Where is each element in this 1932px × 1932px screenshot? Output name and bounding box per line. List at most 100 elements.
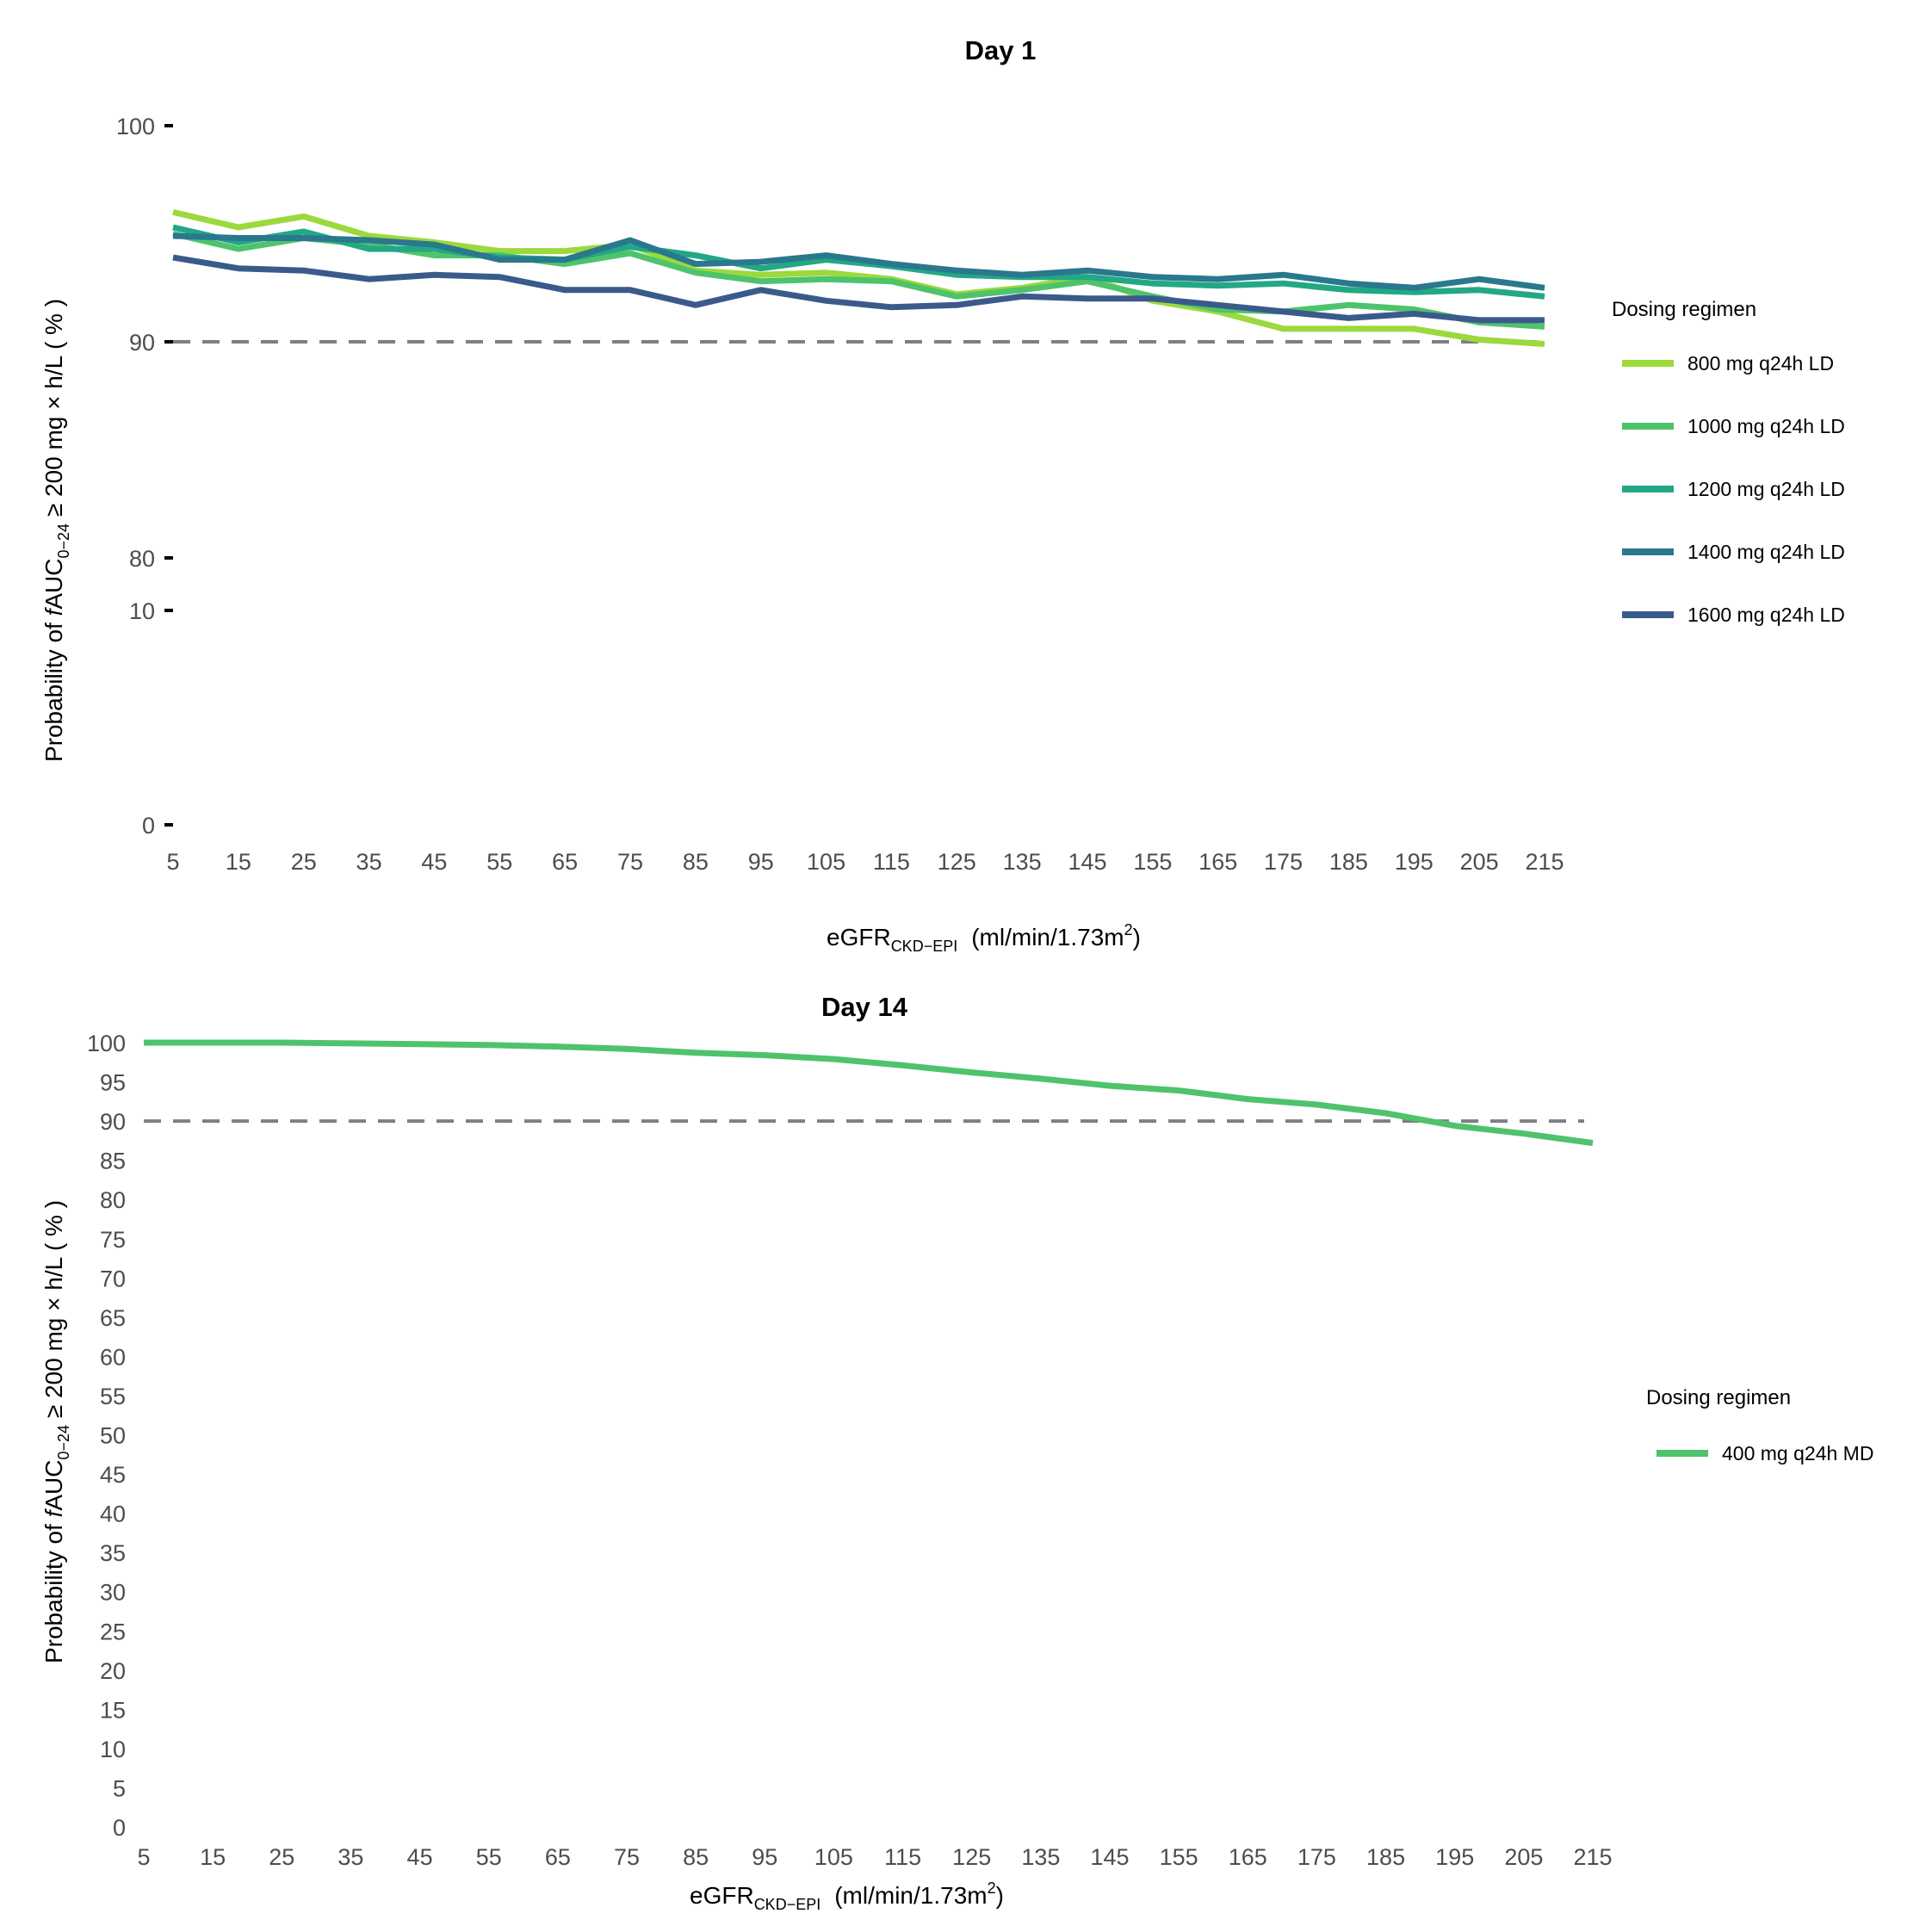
- panel-2-y-tick-label: 15: [100, 1697, 126, 1723]
- panel-2-xlabel-units: (ml/min/1.73m: [834, 1882, 987, 1909]
- panel-2-xlabel-sub: CKD−EPI: [754, 1896, 821, 1913]
- panel-2-x-tick-label: 5: [137, 1844, 150, 1870]
- panel-1-x-tick-label: 175: [1264, 849, 1303, 875]
- panel-1-series-lines: [172, 208, 1545, 347]
- panel-1-x-tick-label: 85: [683, 849, 709, 875]
- panel-1-x-axis: 5 15 25 35 45 55 65 75 85 95 105 115 125 135 145 155 165…: [166, 849, 1564, 875]
- panel-2-y-tick-label: 85: [100, 1149, 126, 1174]
- panel-2-y-tick-label: 65: [100, 1305, 126, 1331]
- panel-2-x-tick-label: 185: [1366, 1844, 1405, 1870]
- panel-2-y-tick-label: 25: [100, 1619, 126, 1644]
- panel-1-x-tick-label: 105: [807, 849, 845, 875]
- panel-2-x-tick-label: 205: [1504, 1844, 1543, 1870]
- panel-1-legend-label-5: 1600 mg q24h LD: [1687, 604, 1845, 626]
- panel-2-x-tick-label: 155: [1160, 1844, 1198, 1870]
- panel-2-x-tick-label: 65: [545, 1844, 571, 1870]
- panel-2-xlabel-close: ): [996, 1882, 1004, 1909]
- panel-2-xlabel-sup: 2: [988, 1879, 996, 1897]
- panel-1-x-tick-label: 185: [1329, 849, 1368, 875]
- panel-1-x-tick-label: 65: [552, 849, 578, 875]
- panel-2-x-axis-label: eGFRCKD−EPI (ml/min/1.73m2): [690, 1879, 1004, 1913]
- panel-2-y-axis: 0 5 10 15 20 25 30 35 40 45 50 55 60 65 70 75 80 85 90 95 10…: [87, 1031, 126, 1841]
- panel-2-y-tick-label: 80: [100, 1187, 126, 1213]
- panel-1-xlabel-close: ): [1133, 924, 1141, 951]
- panel-1-title: Day 1: [965, 35, 1037, 65]
- panel-1-x-tick-label: 215: [1525, 849, 1564, 875]
- panel-1-legend-label-2: 1000 mg q24h LD: [1687, 415, 1845, 437]
- panel-2-x-tick-label: 15: [200, 1844, 226, 1870]
- panel-2-y-tick-label: 75: [100, 1227, 126, 1253]
- panel-1-series-line-4: [172, 232, 1545, 291]
- panel-1-y-tick-label: 80: [129, 546, 155, 572]
- panel-2-x-tick-label: 125: [952, 1844, 991, 1870]
- panel-1-ylabel-sub: 0−24: [55, 523, 72, 559]
- panel-2-x-tick-label: 135: [1021, 1844, 1060, 1870]
- panel-2-y-tick-label: 60: [100, 1344, 126, 1370]
- panel-2-x-tick-label: 75: [614, 1844, 640, 1870]
- panel-2-y-tick-label: 40: [100, 1502, 126, 1527]
- panel-1-y-axis-label: Probability of fAUC0−24 ≥ 200 mg × h/L (…: [40, 299, 72, 762]
- panel-1-x-tick-label: 25: [291, 849, 317, 875]
- panel-1-y-tick-label: 0: [142, 813, 155, 839]
- panel-1-x-tick-label: 115: [873, 849, 910, 875]
- panel-2-x-tick-label: 115: [884, 1844, 921, 1870]
- panel-1-xlabel-units: (ml/min/1.73m: [971, 924, 1124, 951]
- panel-2-x-tick-label: 165: [1229, 1844, 1267, 1870]
- panel-2-x-tick-label: 35: [337, 1844, 363, 1870]
- panel-2-series-lines: [144, 1039, 1594, 1147]
- panel-1-x-tick-label: 45: [421, 849, 447, 875]
- panel-1-x-tick-label: 155: [1133, 849, 1172, 875]
- panel-2-x-tick-label: 195: [1435, 1844, 1474, 1870]
- panel-2-y-tick-label: 100: [87, 1031, 126, 1056]
- panel-2-y-axis-label: Probability of fAUC0−24 ≥ 200 mg × h/L (…: [40, 1200, 72, 1663]
- panel-1-x-tick-label: 165: [1198, 849, 1237, 875]
- panel-1-x-tick-label: 15: [226, 849, 251, 875]
- panel-1-x-axis-label: eGFRCKD−EPI (ml/min/1.73m2): [827, 921, 1141, 955]
- panel-2-x-tick-label: 45: [407, 1844, 433, 1870]
- panel-1-xlabel-sup: 2: [1124, 921, 1133, 938]
- panel-1-x-tick-label: 145: [1068, 849, 1106, 875]
- panel-2-x-tick-label: 215: [1573, 1844, 1612, 1870]
- panel-1-x-tick-label: 55: [486, 849, 512, 875]
- panel-1-x-tick-label: 95: [748, 849, 774, 875]
- panel-1-ylabel-main: AUC: [40, 559, 67, 610]
- panel-1-y-axis: 0 10 80 90 100: [116, 114, 173, 839]
- panel-1-ylabel-pre: Probability of: [40, 616, 67, 762]
- panel-2-x-tick-label: 95: [752, 1844, 777, 1870]
- panel-2-xlabel-main: eGFR: [690, 1882, 754, 1909]
- panel-2-y-tick-label: 30: [100, 1580, 126, 1606]
- panel-1-x-tick-label: 135: [1003, 849, 1042, 875]
- panel-2-legend-title: Dosing regimen: [1646, 1386, 1791, 1409]
- panel-2-ylabel-pre: Probability of: [40, 1517, 67, 1663]
- panel-2-series-line-1: [144, 1039, 1594, 1147]
- panel-1-x-tick-label: 75: [617, 849, 643, 875]
- panel-1-x-tick-label: 35: [356, 849, 382, 875]
- panel-2-ylabel-italic: f: [40, 1508, 67, 1517]
- panel-1-x-tick-label: 5: [166, 849, 179, 875]
- panel-1-legend-label-1: 800 mg q24h LD: [1687, 352, 1834, 375]
- panel-2-x-tick-label: 85: [683, 1844, 709, 1870]
- panel-2-x-tick-label: 25: [269, 1844, 294, 1870]
- panel-1-legend: Dosing regimen 800 mg q24h LD 1000 mg q24…: [1612, 298, 1845, 626]
- panel-2-y-tick-label: 50: [100, 1423, 126, 1449]
- panel-2-y-tick-label: 90: [100, 1109, 126, 1135]
- panel-2-title: Day 14: [821, 992, 908, 1022]
- panel-1-x-tick-label: 195: [1395, 849, 1434, 875]
- panel-1-ylabel-post: ≥ 200 mg × h/L ( % ): [40, 299, 67, 523]
- panel-1-x-tick-label: 205: [1460, 849, 1499, 875]
- panel-2-y-tick-label: 35: [100, 1540, 126, 1566]
- panel-2-y-tick-label: 5: [113, 1775, 126, 1801]
- panel-day-14: Day 14 051015202530354045505560657075808…: [40, 992, 1873, 1913]
- panel-1-x-tick-label: 125: [938, 849, 976, 875]
- panel-1-legend-title: Dosing regimen: [1612, 298, 1756, 321]
- panel-2-legend: Dosing regimen 400 mg q24h MD: [1646, 1386, 1873, 1464]
- panel-1-xlabel-sub: CKD−EPI: [891, 938, 958, 955]
- panel-2-y-tick-label: 0: [113, 1815, 126, 1841]
- panel-2-y-tick-label: 20: [100, 1658, 126, 1684]
- panel-2-x-tick-label: 145: [1090, 1844, 1129, 1870]
- panel-2-ylabel-main: AUC: [40, 1460, 67, 1511]
- panel-day-1: Day 1 0 10 80 90 100 5 15 25 35 45 55 65 75 85 95 105 1…: [40, 35, 1845, 955]
- panel-2-ylabel-sub: 0−24: [55, 1425, 72, 1460]
- panel-1-legend-label-3: 1200 mg q24h LD: [1687, 478, 1845, 500]
